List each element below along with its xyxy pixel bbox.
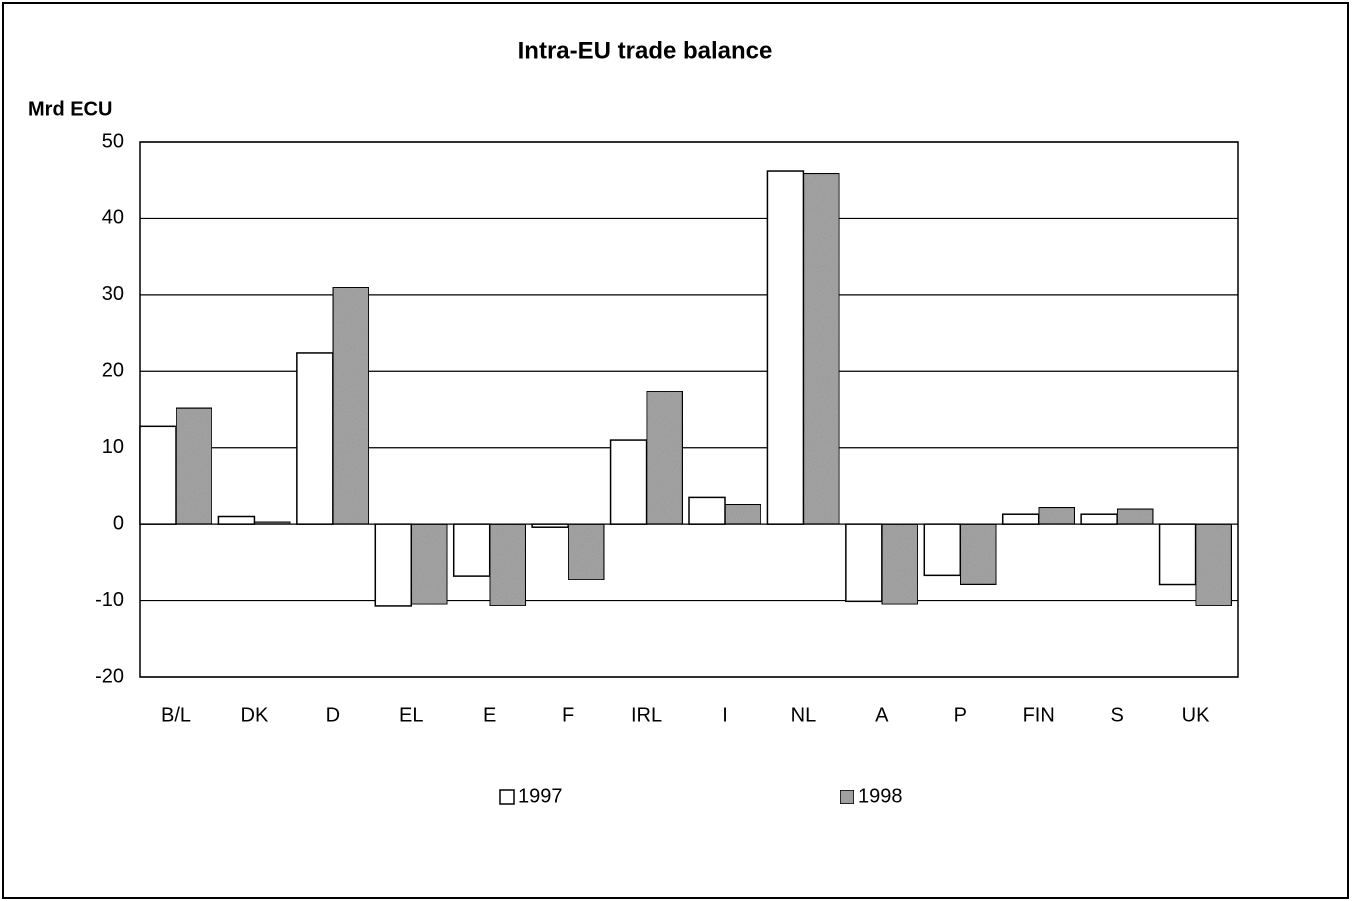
bar xyxy=(609,439,648,525)
bar xyxy=(332,286,370,525)
bar xyxy=(845,523,883,603)
bar xyxy=(724,503,762,525)
legend-label: 1997 xyxy=(518,785,563,807)
bar xyxy=(802,172,841,525)
x-tick-label: B/L xyxy=(161,704,191,726)
bar xyxy=(688,496,726,525)
x-tick-label: FIN xyxy=(1023,704,1055,726)
x-tick-label: IRL xyxy=(631,704,662,726)
legend-label: 1998 xyxy=(858,785,903,807)
x-tick-label: I xyxy=(722,704,728,726)
y-tick-label: 20 xyxy=(102,360,124,382)
legend-swatch xyxy=(839,789,855,805)
y-tick-label: 40 xyxy=(102,207,124,229)
x-tick-label: UK xyxy=(1182,704,1210,726)
legend-swatch xyxy=(499,789,515,805)
bar xyxy=(488,523,527,607)
y-axis-label: Mrd ECU xyxy=(28,98,112,120)
bar xyxy=(1116,508,1154,525)
bar xyxy=(253,521,292,525)
bar xyxy=(296,352,334,525)
bar xyxy=(923,523,962,577)
x-tick-label: F xyxy=(562,704,574,726)
bar xyxy=(881,523,919,606)
bar xyxy=(1194,523,1233,607)
bar xyxy=(959,523,998,586)
x-tick-label: NL xyxy=(791,704,817,726)
y-tick-label: 50 xyxy=(102,130,124,152)
x-tick-label: E xyxy=(483,704,496,726)
bar xyxy=(766,170,805,525)
bar xyxy=(645,390,684,525)
bar xyxy=(374,523,413,607)
bar xyxy=(452,523,491,577)
x-tick-label: D xyxy=(326,704,340,726)
x-tick-label: A xyxy=(875,704,889,726)
bar xyxy=(1158,523,1197,586)
bar xyxy=(531,523,569,528)
x-tick-label: S xyxy=(1110,704,1123,726)
x-tick-label: P xyxy=(954,704,967,726)
bar xyxy=(175,407,213,525)
x-tick-label: EL xyxy=(399,704,423,726)
bar xyxy=(139,425,177,525)
x-tick-label: DK xyxy=(241,704,269,726)
bar xyxy=(217,515,256,525)
bar xyxy=(1001,513,1040,525)
chart-title: Intra-EU trade balance xyxy=(518,37,773,64)
bar xyxy=(1080,513,1118,525)
bar xyxy=(1037,506,1076,525)
y-tick-label: 10 xyxy=(102,436,124,458)
y-tick-label: -20 xyxy=(95,665,124,687)
bar xyxy=(567,523,605,581)
y-tick-label: 0 xyxy=(113,512,124,534)
bar xyxy=(410,523,449,606)
y-tick-label: 30 xyxy=(102,283,124,305)
y-tick-label: -10 xyxy=(95,589,124,611)
